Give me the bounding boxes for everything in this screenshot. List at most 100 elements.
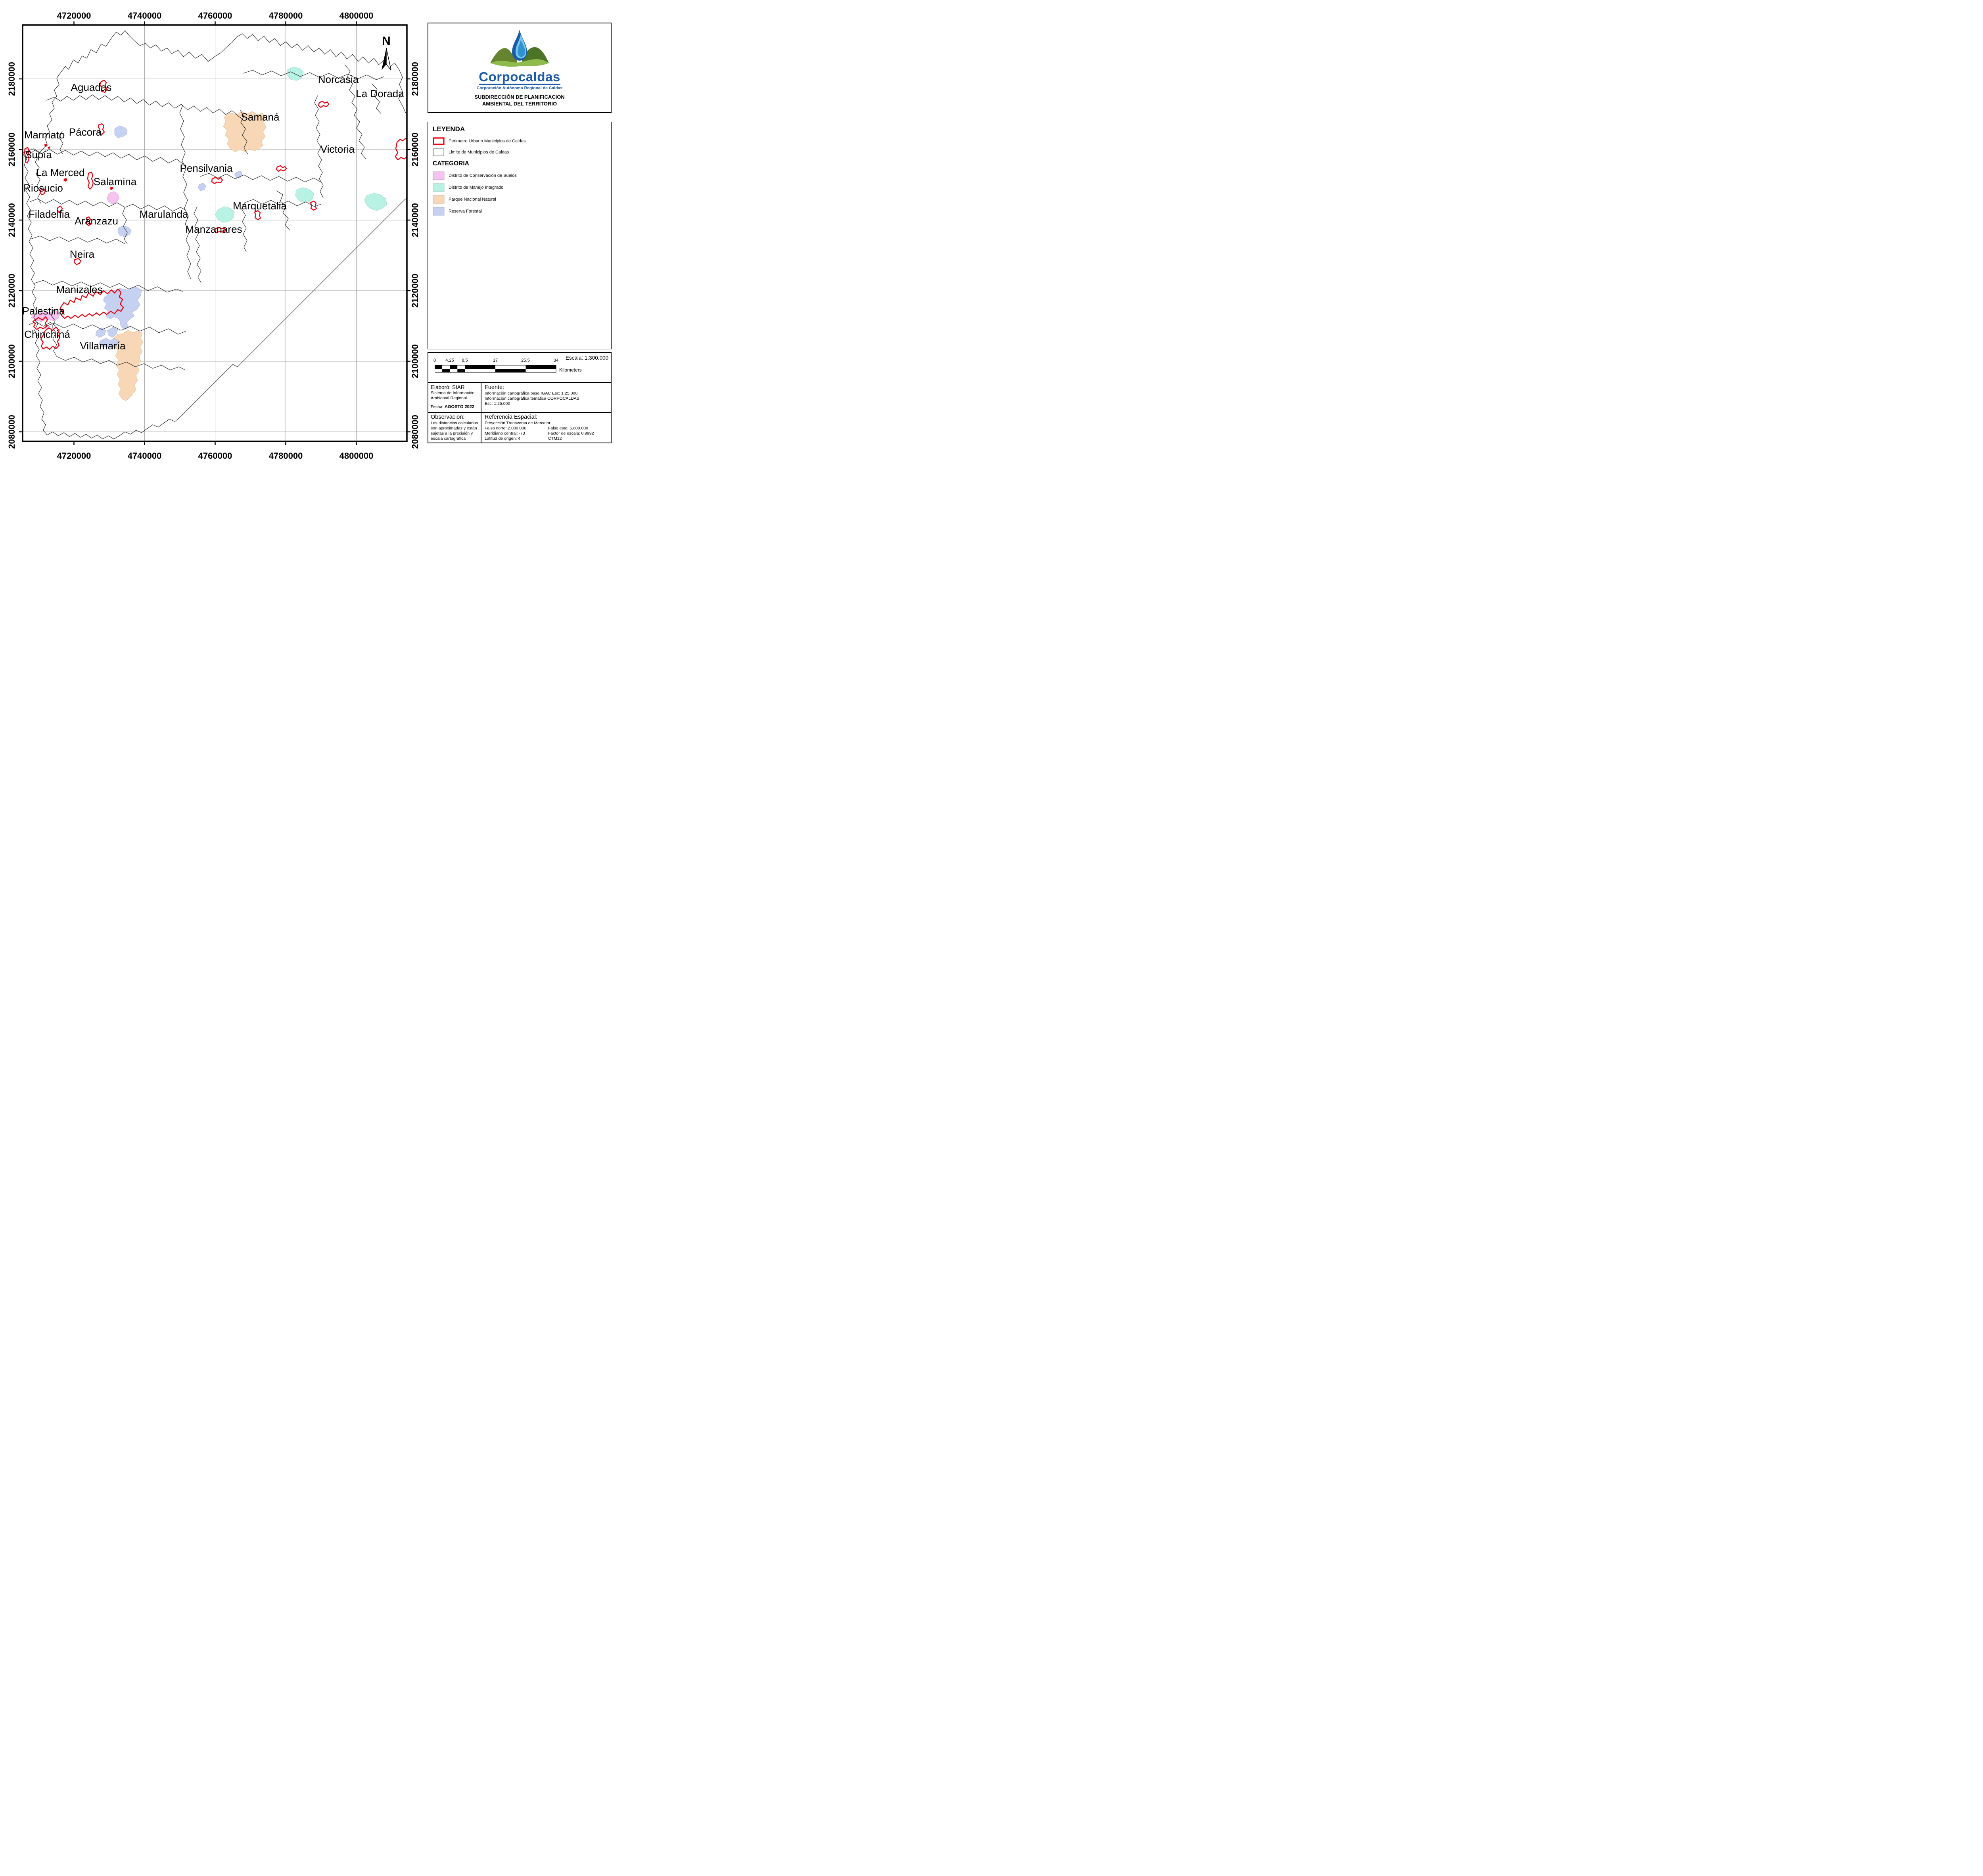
fuente-line: Información cartográfica tematica CORPOC… — [485, 396, 579, 401]
map-label-marquetalia: Marquetalia — [233, 200, 287, 212]
referencia-cell: Referencia Espacial: Proyección Transver… — [481, 413, 611, 443]
map-frame — [22, 24, 408, 442]
map-document: 4720000 4740000 4760000 4780000 4800000 … — [0, 0, 625, 469]
legend-item-perimetro-urbano: Perimetro Urbano Municipios de Caldas — [433, 137, 606, 145]
rf-villamaria-patch — [95, 328, 106, 338]
urban-perimeter-palestina — [32, 316, 48, 330]
x-axis-label: 4800000 — [339, 451, 374, 461]
map-label-marulanda: Marulanda — [140, 208, 188, 220]
manejo-integrado-patches — [215, 67, 387, 223]
fecha-label: Fecha: — [431, 404, 444, 410]
y-axis-label: 2160000 — [7, 132, 17, 167]
boundary-segment — [194, 206, 201, 283]
map-label-manizales: Manizales — [56, 284, 102, 295]
referencia-pair: Falso norte: 2.000.000 — [485, 425, 527, 431]
dmi-norcasia-patch — [287, 67, 304, 81]
urban-perimeters — [24, 79, 408, 350]
map-label-samana: Samaná — [241, 111, 280, 123]
map-label-salamina: Salamina — [94, 176, 137, 188]
north-arrow-icon — [386, 48, 391, 71]
dcs-salamina-patch — [106, 191, 120, 205]
boundary-segment — [243, 70, 385, 80]
fuente-title: Fuente: — [485, 384, 504, 391]
dmi-marquetalia-patch — [295, 187, 314, 203]
urban-perimeter-riosucio — [39, 188, 46, 195]
boundary-segment — [241, 202, 247, 252]
credits-row: Elaboró: SIAR Sistema de Información Amb… — [428, 383, 611, 413]
boundary-segment — [44, 323, 186, 335]
corpocaldas-logo-icon — [490, 30, 549, 67]
x-axis-label: 4800000 — [339, 11, 374, 21]
boundary-segment — [371, 83, 382, 114]
fecha-value: AGOSTO 2022 — [445, 404, 475, 410]
legend-swatch-parque — [433, 195, 445, 204]
boundary-segment — [33, 280, 183, 293]
brand-name: Corpocaldas — [479, 69, 560, 85]
referencia-subtitle: Proyección Transversa de Mercator — [485, 420, 550, 425]
x-axis-label: 4760000 — [198, 11, 232, 21]
urban-perimeter-marquetalia — [254, 210, 261, 220]
legend-item-label: Parque Nacional Natural — [449, 197, 496, 202]
org-subtitle-line1: SUBDIRECCIÓN DE PLANIFICACION — [474, 94, 565, 100]
urban-perimeter-supia — [24, 147, 30, 164]
elaboro-cell: Elaboró: SIAR Sistema de Información Amb… — [428, 383, 481, 412]
boundary-segment — [29, 198, 125, 208]
scalebar-section: Escala: 1:300.000 0 4,25 8,5 17 25,5 34 — [428, 353, 611, 383]
urban-perimeter-pacora — [98, 123, 105, 135]
observacion-line: Las distancias calculadas — [431, 420, 478, 425]
scale-text: Escala: 1:300.000 — [565, 355, 608, 361]
scalebar-unit: Kilometers — [559, 367, 582, 373]
boundary-segment — [314, 95, 324, 198]
conservacion-suelos-patches — [31, 191, 120, 322]
boundary-segment — [240, 109, 248, 155]
rf-pensilvania-patch — [198, 182, 206, 191]
urban-perimeter-neira — [73, 258, 81, 265]
boundary-segment — [30, 236, 125, 244]
legend-item-parque: Parque Nacional Natural — [433, 195, 606, 204]
notes-row: Observacion: Las distancias calculadas s… — [428, 412, 611, 443]
map-background — [18, 20, 412, 446]
boundary-segment — [47, 197, 407, 439]
legend-swatch-limite — [433, 148, 444, 156]
boundary-segment — [22, 72, 61, 155]
observacion-cell: Observacion: Las distancias calculadas s… — [428, 412, 481, 443]
org-subtitle-line2: AMBIENTAL DEL TERRITORIO — [482, 100, 557, 107]
map-label-pacora: Pácora — [69, 126, 102, 138]
legend-item-manejo: Distrito de Manejo Integrado — [433, 183, 606, 192]
legend-swatch-conservacion — [433, 171, 445, 180]
map-label-la-dorada: La Dorada — [356, 88, 404, 100]
map-label-marmato: Marmato — [24, 129, 65, 141]
urban-perimeter-la-merced — [87, 171, 94, 190]
boundary-segment — [125, 204, 186, 212]
urban-mark-salamina — [110, 187, 113, 190]
legend-item-label: Distrito de Manejo Integrado — [449, 185, 504, 190]
referencia-pair: Meridiano central: -73 — [485, 431, 525, 436]
y-axis-label: 2080000 — [7, 415, 17, 449]
rf-pacora-patch — [114, 125, 128, 138]
urban-perimeter-la-dorada — [395, 138, 408, 161]
urban-perimeter-marks — [44, 144, 113, 190]
map-label-supia: Supía — [25, 149, 52, 161]
legend-item-label: Reserva Forestal — [449, 209, 482, 214]
boundary-segment — [276, 190, 290, 231]
map-marginalia: Escala: 1:300.000 0 4,25 8,5 17 25,5 34 — [428, 352, 612, 443]
pnn-selva-florencia-patch — [223, 111, 267, 152]
boundary-segment — [200, 173, 321, 182]
scalebar-tick: 34 — [553, 358, 559, 363]
scalebar-tick: 0 — [433, 358, 436, 363]
brand-tagline: Corporación Autónoma Regional de Caldas — [476, 86, 563, 90]
scalebar-tick: 17 — [493, 358, 498, 363]
x-axis-label: 4780000 — [268, 451, 303, 461]
legend-item-reserva: Reserva Forestal — [433, 207, 606, 216]
map-label-aranzazu: Aranzazu — [75, 215, 118, 227]
dmi-manzanares-patch — [215, 206, 235, 223]
legend-item-label: Perimetro Urbano Municipios de Caldas — [449, 139, 526, 144]
urban-perimeter-samana — [276, 165, 287, 172]
scalebar-icon — [435, 365, 556, 373]
map-label-filadelfia: Filadelfia — [29, 208, 70, 220]
referencia-pair: Falso este: 5.000.000 — [548, 425, 588, 431]
fuente-line: Información cartográfica base IGAC Esc: … — [485, 391, 578, 396]
urban-perimeter-aguadas — [99, 79, 108, 93]
observacion-line: sujetas a la precisión y — [431, 431, 473, 436]
boundary-segment — [59, 131, 63, 155]
